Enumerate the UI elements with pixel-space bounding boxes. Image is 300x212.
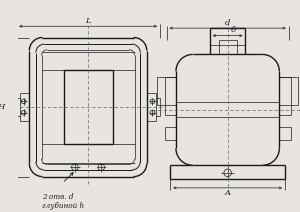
Text: б: б <box>231 26 236 34</box>
Text: 2 отв. d
глубиной h: 2 отв. d глубиной h <box>41 192 84 210</box>
Text: d: d <box>225 19 230 27</box>
Text: H: H <box>0 103 4 111</box>
Text: A: A <box>225 189 231 197</box>
Text: L: L <box>85 17 91 25</box>
